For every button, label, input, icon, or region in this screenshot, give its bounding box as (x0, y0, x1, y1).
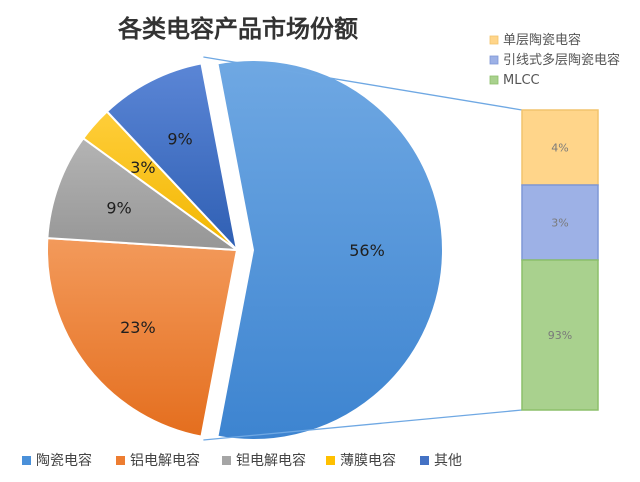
pie-legend-swatch-1 (116, 456, 125, 465)
bar-legend-label-0: 单层陶瓷电容 (503, 32, 581, 48)
pie-slice-label-2: 9% (106, 199, 131, 218)
pie-slice-0 (216, 59, 444, 441)
pie-slice-2 (46, 136, 241, 252)
pie-group: 56% 23% 9% 3% 9% (46, 59, 444, 441)
pie-legend: 陶瓷电容 铝电解电容 钽电解电容 薄膜电容 其他 (22, 452, 462, 469)
bar-segment-0 (521, 109, 599, 186)
pie-slice-label-4: 9% (167, 129, 192, 148)
bar-legend-swatch-0 (489, 35, 499, 45)
pie-legend-swatch-4 (420, 456, 429, 465)
pie-slice-label-0: 56% (349, 241, 385, 260)
bar-segment-label-1: 3% (551, 217, 568, 230)
bar-legend-swatch-2 (489, 75, 499, 85)
pie-slice-label-1: 23% (120, 318, 156, 337)
connector-line-bottom (203, 409, 523, 441)
pie-legend-swatch-2 (222, 456, 231, 465)
pie-slice-4 (105, 62, 239, 254)
pie-legend-label-3: 薄膜电容 (340, 452, 396, 469)
connector-group (203, 56, 523, 441)
bar-segment-label-0: 4% (551, 142, 568, 155)
pie-legend-swatch-3 (326, 456, 335, 465)
pie-legend-swatch-0 (22, 456, 31, 465)
pie-legend-label-2: 钽电解电容 (236, 452, 306, 469)
bar-legend-label-2: MLCC (503, 73, 540, 88)
bar-segment-2 (521, 259, 599, 411)
connector-line-top (203, 56, 523, 111)
bar-group: 4% 3% 93% (521, 109, 599, 411)
bar-legend-label-1: 引线式多层陶瓷电容 (503, 52, 620, 68)
pie-legend-label-0: 陶瓷电容 (36, 452, 92, 469)
pie-slice-label-3: 3% (130, 158, 155, 177)
pie-legend-label-4: 其他 (434, 453, 462, 469)
chart-title: 各类电容产品市场份额 (117, 15, 358, 43)
pie-slice-1 (46, 237, 239, 438)
pie-legend-label-1: 铝电解电容 (130, 452, 200, 469)
bar-segment-label-2: 93% (548, 329, 572, 342)
bar-legend-swatch-1 (489, 55, 499, 65)
bar-segment-1 (521, 184, 599, 261)
